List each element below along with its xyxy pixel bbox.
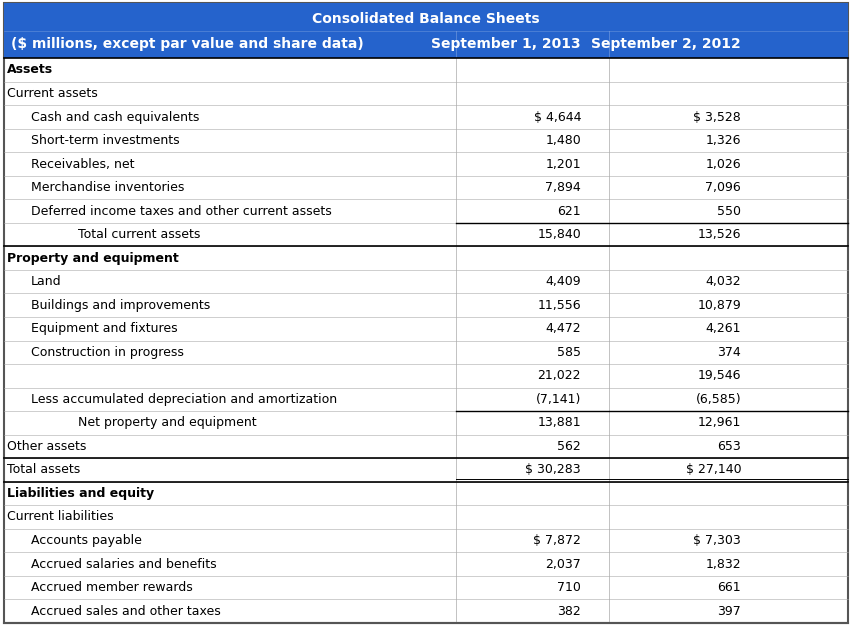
Text: 661: 661 <box>717 581 741 594</box>
Text: 2,037: 2,037 <box>545 558 581 570</box>
Text: 4,261: 4,261 <box>705 322 741 336</box>
Text: $ 7,303: $ 7,303 <box>694 534 741 547</box>
Text: Accrued sales and other taxes: Accrued sales and other taxes <box>31 605 221 618</box>
Text: Liabilities and equity: Liabilities and equity <box>7 487 154 500</box>
Text: Consolidated Balance Sheets: Consolidated Balance Sheets <box>312 11 540 26</box>
Text: Short-term investments: Short-term investments <box>31 134 179 147</box>
Text: 621: 621 <box>557 205 581 218</box>
Text: 1,480: 1,480 <box>545 134 581 147</box>
Text: Equipment and fixtures: Equipment and fixtures <box>31 322 177 336</box>
Text: September 2, 2012: September 2, 2012 <box>591 38 741 51</box>
Text: $ 3,528: $ 3,528 <box>694 111 741 123</box>
Text: ($ millions, except par value and share data): ($ millions, except par value and share … <box>11 38 364 51</box>
Text: Receivables, net: Receivables, net <box>31 158 134 171</box>
Text: 4,409: 4,409 <box>545 275 581 288</box>
Text: 13,526: 13,526 <box>698 228 741 241</box>
Text: 1,201: 1,201 <box>545 158 581 171</box>
Text: Merchandise inventories: Merchandise inventories <box>31 181 184 194</box>
Text: 12,961: 12,961 <box>698 416 741 429</box>
Text: Accrued salaries and benefits: Accrued salaries and benefits <box>31 558 216 570</box>
Text: 562: 562 <box>557 440 581 453</box>
Text: (7,141): (7,141) <box>536 393 581 406</box>
Text: September 1, 2013: September 1, 2013 <box>431 38 581 51</box>
Text: $ 7,872: $ 7,872 <box>533 534 581 547</box>
Text: 382: 382 <box>557 605 581 618</box>
Text: Deferred income taxes and other current assets: Deferred income taxes and other current … <box>31 205 331 218</box>
Text: Cash and cash equivalents: Cash and cash equivalents <box>31 111 199 123</box>
Text: 7,894: 7,894 <box>545 181 581 194</box>
Text: 374: 374 <box>717 346 741 359</box>
Text: Buildings and improvements: Buildings and improvements <box>31 299 210 312</box>
Text: Current liabilities: Current liabilities <box>7 510 113 523</box>
Text: 550: 550 <box>717 205 741 218</box>
Text: Accounts payable: Accounts payable <box>31 534 141 547</box>
Text: 7,096: 7,096 <box>705 181 741 194</box>
Text: 4,472: 4,472 <box>545 322 581 336</box>
Text: Accrued member rewards: Accrued member rewards <box>31 581 193 594</box>
Text: 21,022: 21,022 <box>538 369 581 382</box>
Text: 11,556: 11,556 <box>538 299 581 312</box>
Text: Other assets: Other assets <box>7 440 86 453</box>
Text: 1,026: 1,026 <box>705 158 741 171</box>
Text: Total assets: Total assets <box>7 463 80 476</box>
Text: Less accumulated depreciation and amortization: Less accumulated depreciation and amorti… <box>31 393 337 406</box>
Text: $ 30,283: $ 30,283 <box>526 463 581 476</box>
Text: $ 27,140: $ 27,140 <box>686 463 741 476</box>
Text: 653: 653 <box>717 440 741 453</box>
Text: 1,326: 1,326 <box>705 134 741 147</box>
Text: 4,032: 4,032 <box>705 275 741 288</box>
Text: 710: 710 <box>557 581 581 594</box>
Text: 397: 397 <box>717 605 741 618</box>
Text: 585: 585 <box>557 346 581 359</box>
Text: 1,832: 1,832 <box>705 558 741 570</box>
Text: Current assets: Current assets <box>7 87 98 100</box>
Text: $ 4,644: $ 4,644 <box>533 111 581 123</box>
Text: (6,585): (6,585) <box>695 393 741 406</box>
Text: Construction in progress: Construction in progress <box>31 346 183 359</box>
Text: Land: Land <box>31 275 61 288</box>
Text: Property and equipment: Property and equipment <box>7 252 179 265</box>
Text: 19,546: 19,546 <box>698 369 741 382</box>
Text: Total current assets: Total current assets <box>78 228 201 241</box>
Text: Net property and equipment: Net property and equipment <box>78 416 257 429</box>
Text: 10,879: 10,879 <box>698 299 741 312</box>
Text: 13,881: 13,881 <box>538 416 581 429</box>
Text: 15,840: 15,840 <box>538 228 581 241</box>
Bar <box>4 3 848 58</box>
Text: Assets: Assets <box>7 63 53 76</box>
